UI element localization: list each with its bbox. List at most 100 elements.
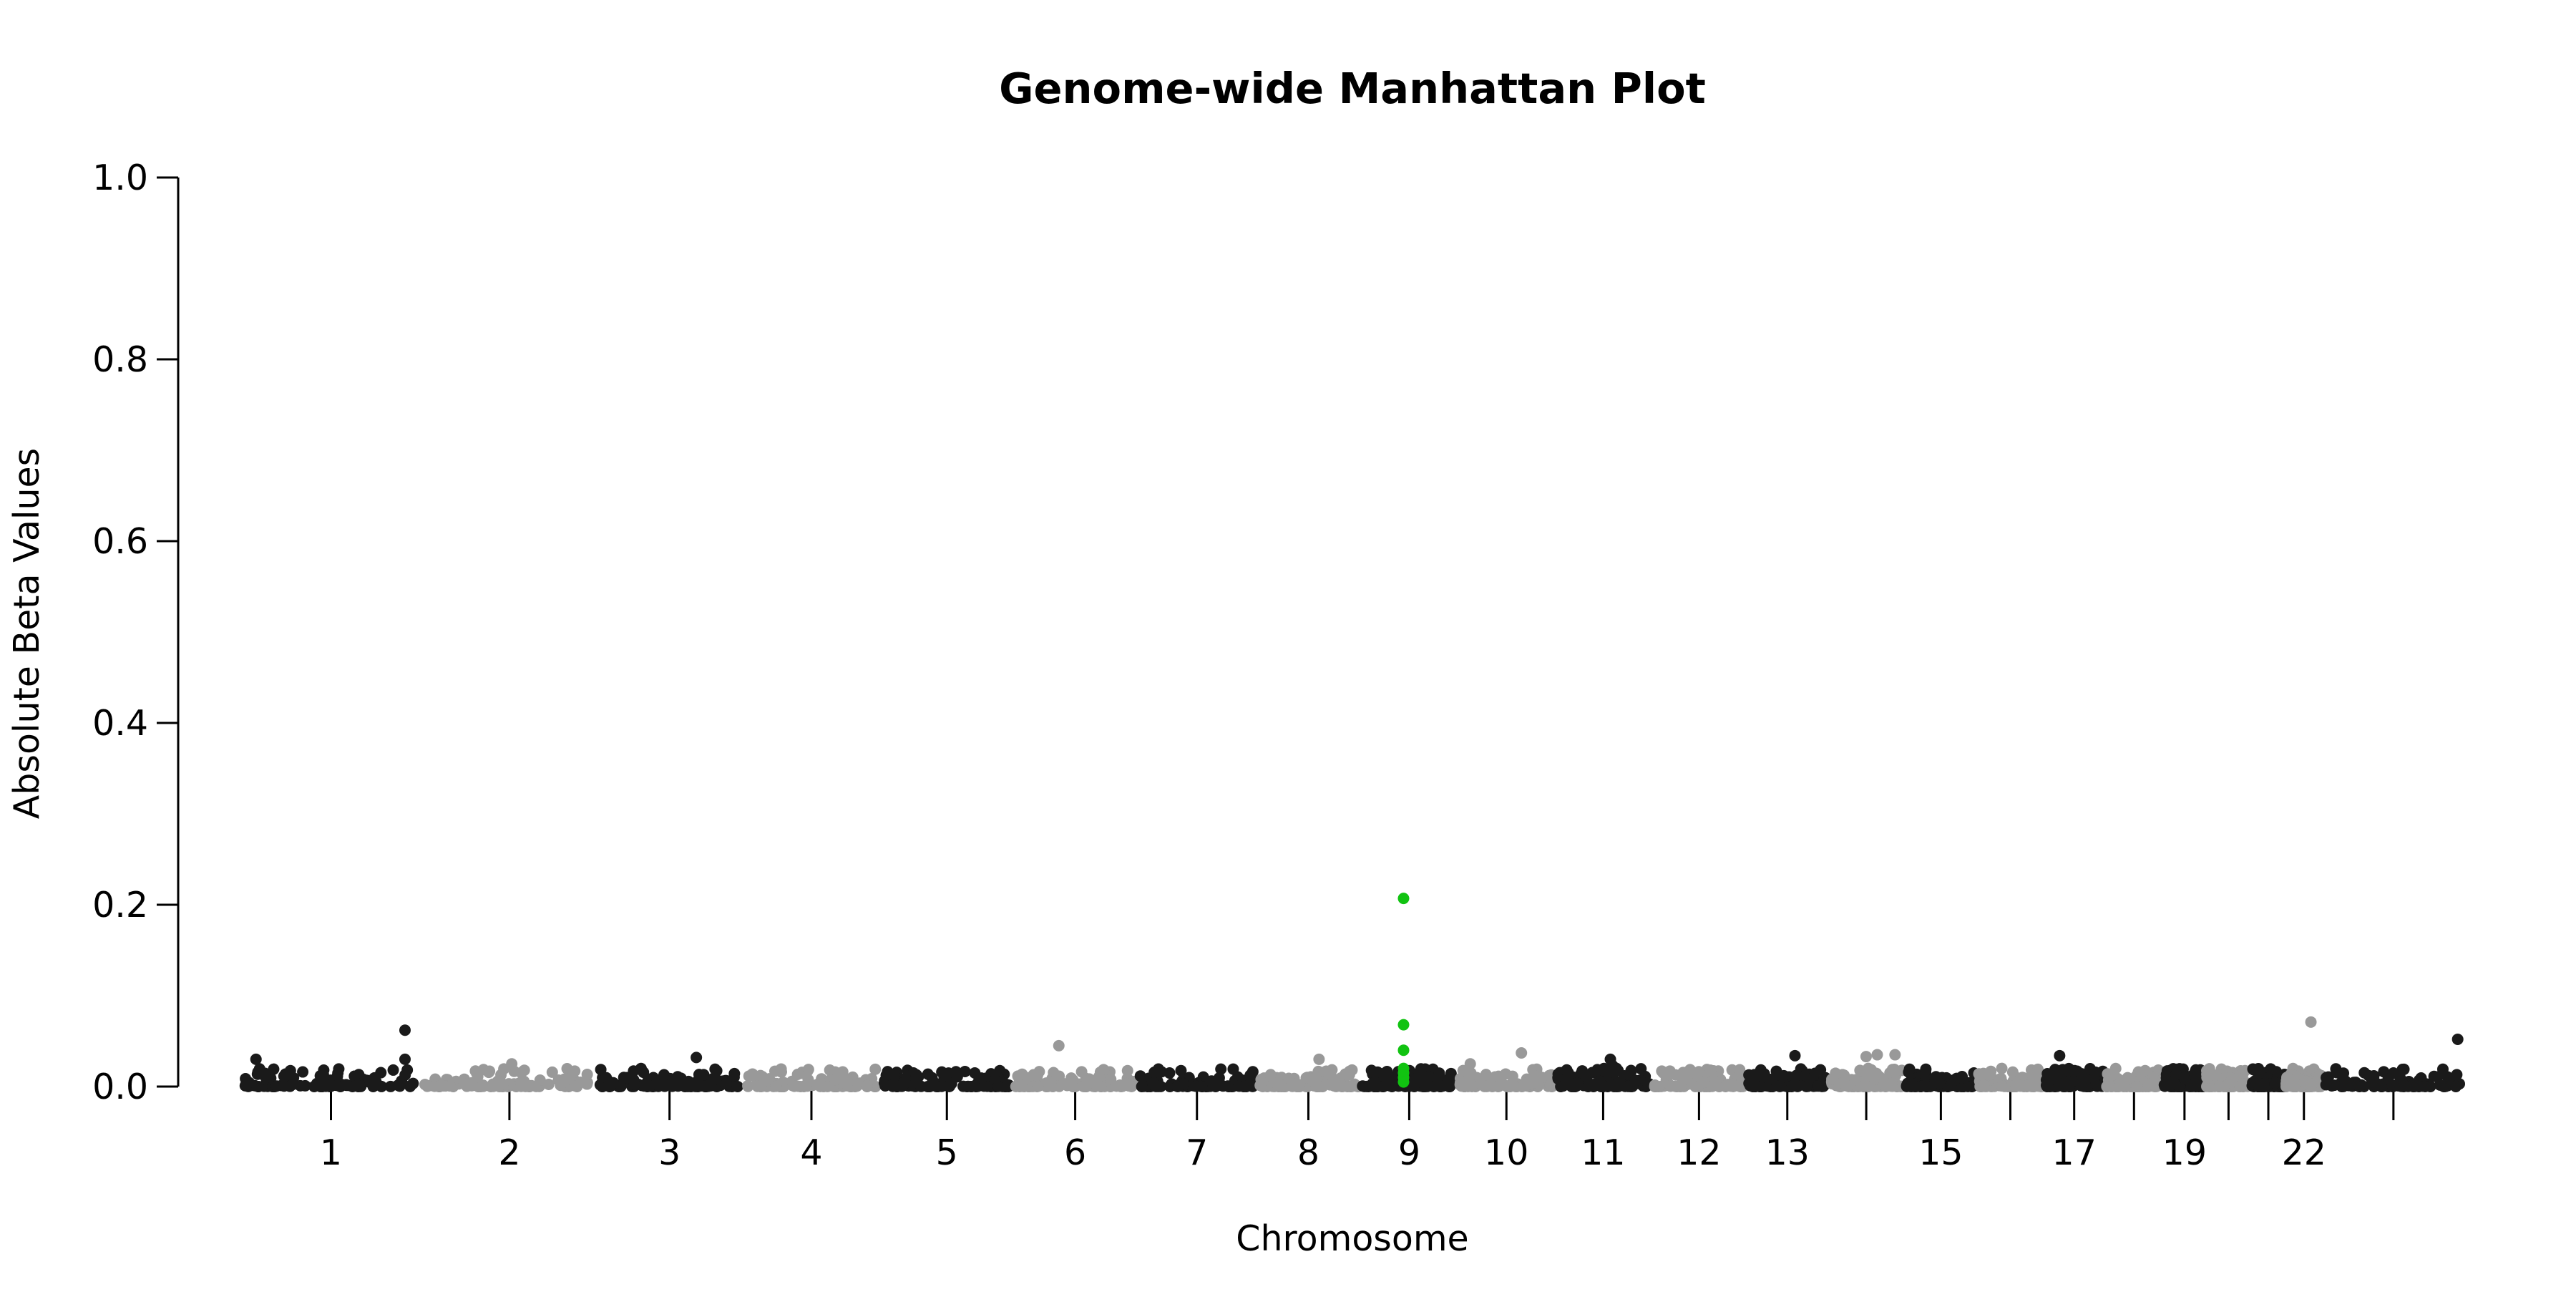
data-point bbox=[693, 1069, 705, 1081]
data-point bbox=[1571, 1077, 1584, 1089]
data-point bbox=[683, 1075, 695, 1087]
data-point bbox=[1812, 1080, 1824, 1092]
data-point bbox=[2328, 1079, 2341, 1092]
y-tick-label: 0.2 bbox=[92, 885, 148, 926]
data-points bbox=[239, 1016, 2466, 1092]
data-point bbox=[1750, 1079, 1762, 1092]
data-point bbox=[1873, 1071, 1885, 1083]
data-point bbox=[640, 1078, 652, 1090]
data-point bbox=[1709, 1075, 1722, 1087]
data-point bbox=[562, 1073, 575, 1085]
data-point bbox=[2254, 1067, 2266, 1079]
data-point bbox=[802, 1064, 814, 1076]
x-tick-label: 5 bbox=[936, 1132, 958, 1173]
data-point bbox=[2348, 1077, 2360, 1089]
data-point bbox=[348, 1070, 361, 1082]
data-point bbox=[2339, 1074, 2351, 1087]
data-point bbox=[621, 1072, 633, 1084]
x-tick-label: 17 bbox=[2052, 1132, 2097, 1173]
data-point bbox=[895, 1079, 907, 1092]
data-point bbox=[2088, 1072, 2100, 1084]
data-point bbox=[1032, 1080, 1044, 1092]
y-tick-label: 0.4 bbox=[92, 703, 148, 744]
data-point bbox=[1863, 1069, 1875, 1082]
data-point bbox=[2011, 1078, 2024, 1090]
y-axis-label: Absolute Beta Values bbox=[6, 448, 47, 819]
data-point bbox=[1945, 1079, 1957, 1092]
data-point bbox=[1196, 1080, 1208, 1092]
data-point bbox=[746, 1068, 758, 1080]
data-point bbox=[1849, 1074, 1861, 1086]
x-tick-label: 8 bbox=[1297, 1132, 1319, 1173]
data-point bbox=[2021, 1079, 2033, 1092]
data-point bbox=[2269, 1077, 2281, 1089]
data-point bbox=[1649, 1079, 1661, 1091]
data-point bbox=[1661, 1069, 1673, 1081]
data-point bbox=[915, 1080, 927, 1092]
data-point bbox=[650, 1078, 663, 1090]
data-point bbox=[1734, 1067, 1746, 1079]
data-point bbox=[2131, 1080, 2143, 1092]
data-point bbox=[2062, 1065, 2074, 1077]
data-point bbox=[1789, 1049, 1801, 1062]
data-point bbox=[1293, 1079, 1305, 1092]
data-point bbox=[691, 1051, 703, 1064]
data-point bbox=[436, 1079, 448, 1092]
data-point bbox=[314, 1080, 326, 1092]
data-point bbox=[2201, 1072, 2213, 1084]
data-point bbox=[628, 1079, 640, 1091]
data-point bbox=[1516, 1047, 1528, 1059]
data-point bbox=[728, 1067, 741, 1079]
x-axis: 1 2 3 4 5 6 7 8 9 10 11 12 13 15 17 19 22 bbox=[320, 1088, 2395, 1173]
data-point bbox=[2059, 1080, 2071, 1092]
data-point bbox=[1264, 1069, 1277, 1081]
data-point bbox=[297, 1066, 309, 1078]
data-point bbox=[2287, 1080, 2299, 1092]
chart-title: Genome-wide Manhattan Plot bbox=[999, 64, 1706, 113]
data-point bbox=[1557, 1080, 1569, 1092]
data-point bbox=[1614, 1076, 1626, 1088]
data-point bbox=[2106, 1069, 2118, 1081]
data-point bbox=[399, 1024, 411, 1036]
data-point bbox=[1368, 1077, 1380, 1089]
data-point bbox=[711, 1064, 723, 1077]
data-point bbox=[1562, 1067, 1574, 1079]
data-point bbox=[1207, 1079, 1219, 1092]
data-point bbox=[2322, 1071, 2334, 1083]
data-point bbox=[1423, 1070, 1435, 1082]
data-point bbox=[581, 1077, 593, 1089]
data-point bbox=[672, 1071, 684, 1083]
data-point bbox=[1854, 1064, 1866, 1077]
data-point bbox=[1674, 1080, 1687, 1092]
data-point bbox=[672, 1080, 684, 1092]
x-tick-label: 1 bbox=[320, 1132, 342, 1173]
data-point bbox=[1860, 1051, 1872, 1063]
data-point bbox=[376, 1080, 388, 1092]
x-tick-label: 6 bbox=[1064, 1132, 1086, 1173]
data-point bbox=[1283, 1072, 1295, 1084]
x-tick-label: 3 bbox=[658, 1132, 680, 1173]
data-point bbox=[2179, 1073, 2191, 1085]
data-point bbox=[1095, 1080, 1107, 1092]
data-point bbox=[1888, 1064, 1901, 1076]
data-point bbox=[351, 1079, 364, 1092]
data-point bbox=[1171, 1080, 1184, 1092]
data-point bbox=[802, 1074, 814, 1086]
data-point bbox=[1028, 1069, 1040, 1081]
data-point bbox=[951, 1071, 963, 1083]
data-point bbox=[259, 1067, 271, 1079]
highlighted-points bbox=[1397, 893, 1410, 1088]
data-point bbox=[2031, 1063, 2044, 1075]
data-point bbox=[243, 1077, 255, 1089]
data-point bbox=[285, 1079, 297, 1092]
data-point bbox=[811, 1079, 824, 1091]
data-point bbox=[1093, 1071, 1105, 1083]
data-point bbox=[326, 1079, 338, 1091]
data-point bbox=[595, 1064, 607, 1076]
data-point bbox=[534, 1074, 546, 1087]
x-tick-label: 2 bbox=[498, 1132, 520, 1173]
data-point bbox=[1826, 1073, 1838, 1085]
data-point bbox=[506, 1058, 518, 1070]
data-point bbox=[1342, 1080, 1354, 1092]
data-point bbox=[1233, 1080, 1245, 1092]
